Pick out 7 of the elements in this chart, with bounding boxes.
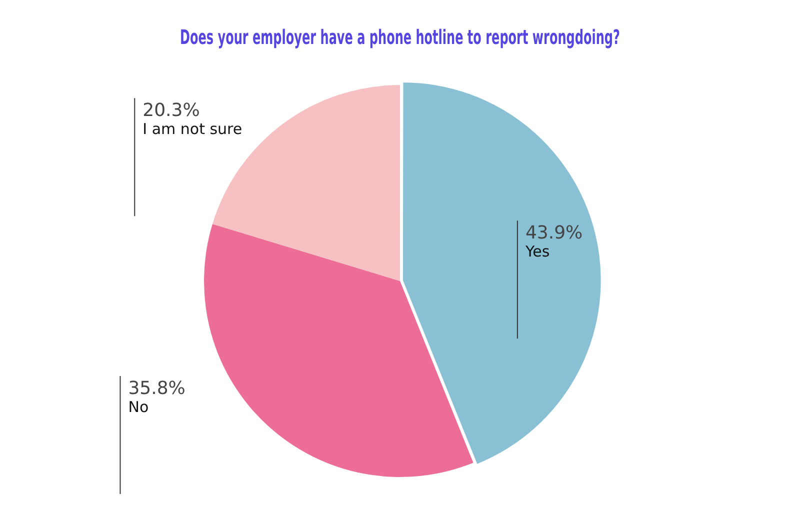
data-label: 20.3% <box>142 100 200 122</box>
slice-label: No <box>128 398 149 416</box>
data-label: 43.9% <box>525 222 583 244</box>
data-label: 35.8% <box>128 378 186 399</box>
slice-label: Yes <box>524 242 550 261</box>
slice-label: I am not sure <box>142 120 242 138</box>
chart-title: Does your employer have a phone hotline to report wrongdoing? <box>180 26 620 50</box>
